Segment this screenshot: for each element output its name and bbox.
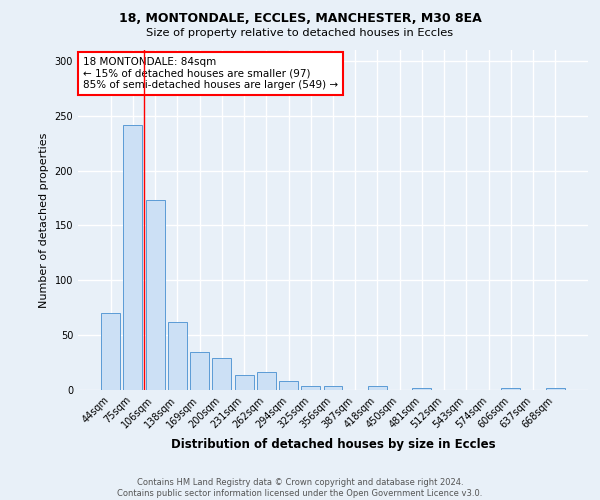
Bar (235, 374, 254, 390)
Bar (301, 386, 320, 390)
Bar (502, 388, 520, 390)
Y-axis label: Number of detached properties: Number of detached properties (39, 132, 49, 308)
Text: 18 MONTONDALE: 84sqm
← 15% of detached houses are smaller (97)
85% of semi-detac: 18 MONTONDALE: 84sqm ← 15% of detached h… (83, 57, 338, 90)
Bar (212, 358, 231, 390)
Text: 18, MONTONDALE, ECCLES, MANCHESTER, M30 8EA: 18, MONTONDALE, ECCLES, MANCHESTER, M30 … (119, 12, 481, 26)
Bar (101, 313, 120, 390)
Bar (257, 372, 276, 390)
Bar (190, 352, 209, 390)
Bar (323, 386, 343, 390)
Bar (146, 200, 164, 390)
Text: Contains HM Land Registry data © Crown copyright and database right 2024.
Contai: Contains HM Land Registry data © Crown c… (118, 478, 482, 498)
Bar (546, 388, 565, 390)
X-axis label: Distribution of detached houses by size in Eccles: Distribution of detached houses by size … (170, 438, 496, 451)
Bar (124, 124, 142, 390)
Bar (168, 322, 187, 390)
Bar (279, 381, 298, 390)
Text: Size of property relative to detached houses in Eccles: Size of property relative to detached ho… (146, 28, 454, 38)
Bar (412, 388, 431, 390)
Bar (368, 386, 387, 390)
